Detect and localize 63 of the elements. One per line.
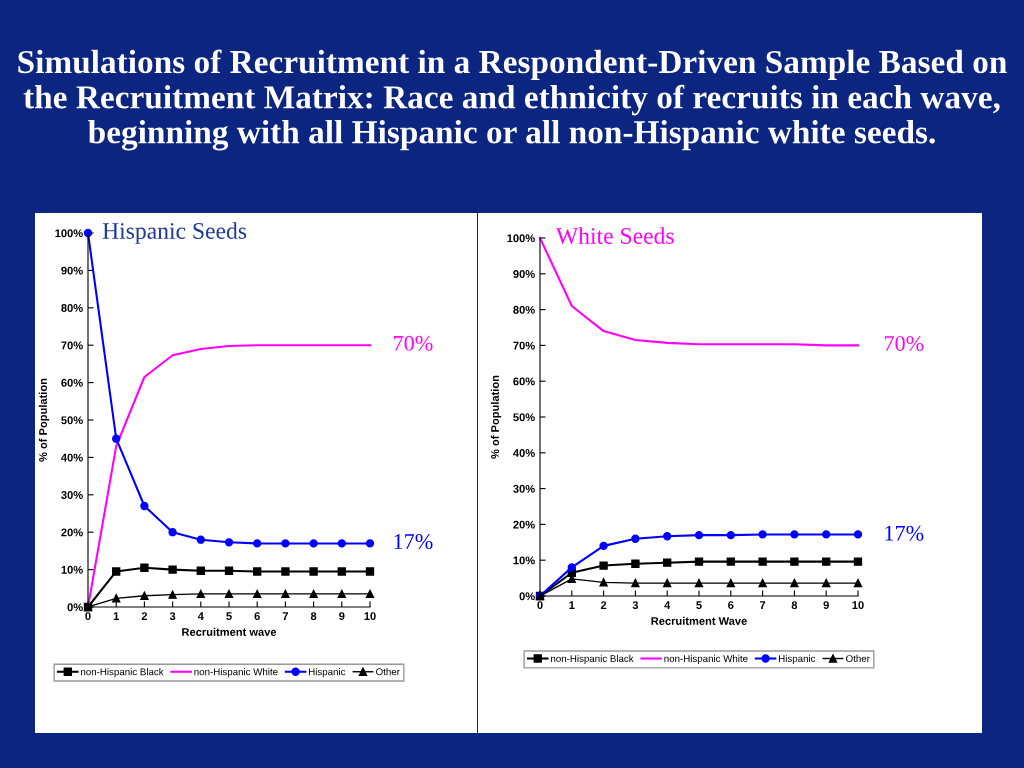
text: Simulations of Recruitment in a Respondent-Driven Sample Based on the Recruitment Matrix: Race and ethnicity of recruits in each wave, beginning with all Hispanic or all non-Hispanic white seeds. <box>18 49 1007 151</box>
chart-subtitle: Hispanic Seeds <box>102 222 247 244</box>
chart-subtitle: White Seeds <box>555 227 674 245</box>
y-tick-label: 90% <box>61 266 83 275</box>
y-tick-label: 40% <box>61 453 83 462</box>
y-tick-label: 90% <box>513 270 535 278</box>
y-tick-label: 100% <box>507 234 535 243</box>
x-tick-label: 3 <box>632 601 639 610</box>
y-tick-label: 100% <box>55 229 83 238</box>
x-axis-title: Recruitment wave <box>182 627 277 636</box>
y-tick-label: 80% <box>513 305 535 314</box>
y-tick-label: 60% <box>513 377 535 386</box>
x-tick-label: 10 <box>852 601 864 610</box>
y-tick-label: 40% <box>513 449 535 457</box>
y-tick-label: 0% <box>519 592 535 601</box>
legend-label: non-Hispanic Black <box>551 654 634 664</box>
x-tick-label: 6 <box>728 601 734 610</box>
y-axis-title: % of Population <box>490 375 502 459</box>
y-tick-label: 20% <box>513 520 535 529</box>
y-tick-label: 30% <box>61 491 83 499</box>
text: 70% <box>884 335 924 352</box>
x-tick-label: 2 <box>600 601 607 609</box>
x-tick-label: 3 <box>169 612 176 621</box>
text: 70% <box>394 335 433 351</box>
x-tick-label: 9 <box>823 601 829 610</box>
legend-label: non-Hispanic White <box>194 668 278 678</box>
x-tick-label: 1 <box>569 601 575 609</box>
y-tick-label: 0% <box>67 603 83 612</box>
y-tick-label: 50% <box>513 413 535 422</box>
y-tick-label: 70% <box>513 341 535 350</box>
x-tick-label: 6 <box>254 612 260 621</box>
x-tick-label: 1 <box>113 612 119 620</box>
x-tick-label: 2 <box>141 612 148 620</box>
legend-label: Other <box>846 654 870 663</box>
y-tick-label: 10% <box>61 565 83 574</box>
legend-label: Hispanic <box>779 654 816 664</box>
x-tick-label: 5 <box>226 612 232 621</box>
y-tick-label: 70% <box>61 341 83 350</box>
y-tick-label: 60% <box>61 378 83 387</box>
x-tick-label: 9 <box>339 612 345 621</box>
y-tick-label: 10% <box>513 556 535 565</box>
x-tick-label: 4 <box>664 601 671 609</box>
x-tick-label: 5 <box>696 601 702 610</box>
x-tick-label: 10 <box>364 612 376 621</box>
x-tick-label: 7 <box>759 601 766 609</box>
x-tick-label: 7 <box>282 612 288 620</box>
x-tick-label: 0 <box>537 601 543 610</box>
legend-label: Hispanic <box>309 668 346 678</box>
legend-label: non-Hispanic Black <box>81 668 164 678</box>
text: 17% <box>394 533 433 550</box>
legend-label: non-Hispanic White <box>664 654 748 664</box>
x-axis-title: Recruitment Wave <box>651 616 747 625</box>
x-tick-label: 4 <box>197 612 204 620</box>
y-tick-label: 30% <box>513 484 535 493</box>
x-tick-label: 8 <box>791 601 798 610</box>
y-tick-label: 80% <box>61 304 83 312</box>
legend-label: Other <box>376 668 400 676</box>
text: 17% <box>885 525 924 541</box>
y-tick-label: 20% <box>61 528 83 537</box>
x-tick-label: 8 <box>310 612 317 621</box>
x-tick-label: 0 <box>85 612 91 621</box>
y-tick-label: 50% <box>61 416 83 425</box>
y-axis-title: % of Population <box>38 378 50 462</box>
